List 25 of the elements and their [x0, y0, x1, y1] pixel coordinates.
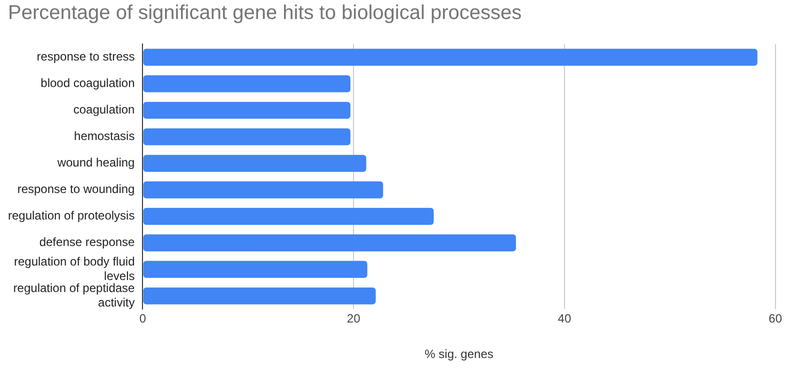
bar	[143, 208, 434, 225]
bar	[143, 287, 376, 304]
x-tick-label: 60	[768, 312, 782, 326]
y-tick-label: response to wounding	[17, 182, 135, 196]
y-tick-label: regulation of proteolysis	[8, 208, 135, 223]
y-tick-label: regulation of peptidase activity	[13, 281, 136, 310]
bar	[143, 48, 758, 66]
y-tick-label: coagulation	[73, 102, 135, 117]
bar	[143, 181, 384, 198]
bar	[143, 154, 366, 172]
bar	[143, 128, 350, 146]
bar	[143, 102, 350, 119]
y-tick-label: response to stress	[36, 50, 135, 64]
x-tick-label: 20	[346, 312, 361, 326]
y-tick-label: blood coagulation	[40, 76, 135, 90]
x-tick-label: 0	[139, 312, 146, 326]
bar	[143, 234, 516, 252]
x-axis-title: % sig. genes	[424, 347, 494, 362]
y-tick-label: wound healing	[56, 156, 135, 170]
chart-title: Percentage of significant gene hits to biological processes	[8, 2, 522, 25]
bar	[143, 260, 368, 278]
bar	[143, 75, 350, 92]
y-tick-label: defense response	[39, 235, 136, 250]
x-tick-label: 40	[558, 312, 572, 326]
y-tick-label: hemostasis	[74, 129, 135, 144]
